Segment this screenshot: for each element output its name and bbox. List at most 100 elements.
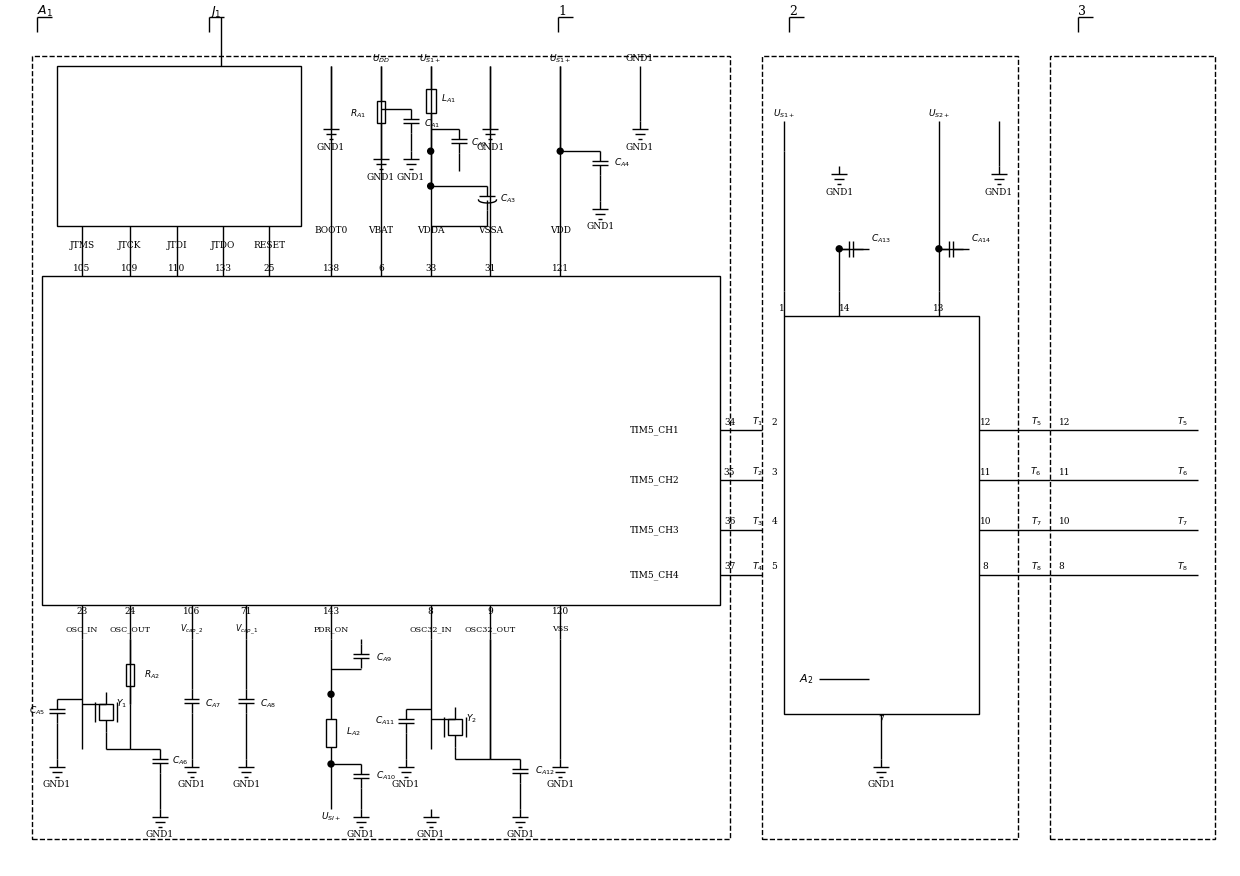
- Text: JTCK: JTCK: [118, 241, 141, 251]
- Text: 138: 138: [322, 265, 340, 273]
- Text: 7: 7: [878, 715, 884, 724]
- Text: $J_1$: $J_1$: [210, 4, 222, 19]
- Bar: [326, 719, 336, 747]
- Text: GND1: GND1: [587, 223, 614, 231]
- Text: $C_{A3}$: $C_{A3}$: [501, 193, 517, 205]
- Text: GND1: GND1: [626, 54, 653, 63]
- Text: GND1: GND1: [506, 830, 534, 839]
- Text: 3: 3: [1079, 5, 1086, 18]
- Text: $T_2$: $T_2$: [751, 466, 763, 478]
- Text: TIM5_CH3: TIM5_CH3: [630, 525, 680, 534]
- Text: $A_1$: $A_1$: [37, 4, 53, 19]
- Text: GND1: GND1: [232, 781, 260, 789]
- Text: 8: 8: [1059, 562, 1064, 571]
- Bar: [42, 276, 719, 604]
- Text: GND1: GND1: [392, 781, 420, 789]
- Text: 2: 2: [771, 418, 777, 427]
- Text: $U_{SI+}$: $U_{SI+}$: [321, 810, 341, 823]
- Text: $R_{A2}$: $R_{A2}$: [144, 668, 160, 681]
- Text: VSS: VSS: [552, 625, 568, 633]
- Text: 35: 35: [724, 468, 735, 477]
- Text: GND1: GND1: [417, 830, 445, 839]
- Text: 1: 1: [558, 5, 567, 18]
- Text: 121: 121: [552, 265, 569, 273]
- Text: $Y_1$: $Y_1$: [115, 698, 126, 710]
- Bar: [99, 704, 113, 720]
- Text: GND1: GND1: [476, 143, 505, 152]
- Text: 37: 37: [724, 562, 735, 571]
- Text: $R_{A1}$: $R_{A1}$: [350, 107, 366, 119]
- Text: JTDI: JTDI: [166, 241, 187, 251]
- Text: OSC32_IN: OSC32_IN: [409, 625, 453, 633]
- Text: $L_{A2}$: $L_{A2}$: [346, 726, 361, 738]
- Bar: [32, 56, 729, 838]
- Text: 10: 10: [1059, 518, 1070, 526]
- Text: 24: 24: [124, 607, 135, 616]
- Text: GND1: GND1: [626, 143, 653, 152]
- Circle shape: [557, 148, 563, 154]
- Text: 23: 23: [77, 607, 88, 616]
- Text: GND1: GND1: [177, 781, 206, 789]
- Text: $T_7$: $T_7$: [1177, 516, 1188, 528]
- Text: 6: 6: [378, 265, 383, 273]
- Text: 120: 120: [552, 607, 569, 616]
- Bar: [125, 664, 134, 686]
- Text: $L_{A1}$: $L_{A1}$: [440, 92, 455, 104]
- Text: 2: 2: [790, 5, 797, 18]
- Bar: [57, 67, 301, 226]
- Text: $C_{A2}$: $C_{A2}$: [470, 137, 486, 150]
- Circle shape: [428, 183, 434, 189]
- Text: 33: 33: [425, 265, 436, 273]
- Text: $T_4$: $T_4$: [751, 561, 763, 573]
- Text: GND1: GND1: [43, 781, 71, 789]
- Text: $T_7$: $T_7$: [1030, 516, 1042, 528]
- Text: $C_{A7}$: $C_{A7}$: [206, 698, 222, 710]
- Text: $T_8$: $T_8$: [1030, 561, 1042, 573]
- Text: $T_3$: $T_3$: [751, 516, 763, 528]
- Text: OSC32_OUT: OSC32_OUT: [465, 625, 516, 633]
- Bar: [1050, 56, 1215, 838]
- Bar: [425, 89, 435, 113]
- Text: GND1: GND1: [867, 781, 895, 789]
- Text: BOOT0: BOOT0: [315, 226, 347, 236]
- Text: $C_{A13}$: $C_{A13}$: [872, 233, 892, 245]
- Text: $T_8$: $T_8$: [1177, 561, 1188, 573]
- Text: $T_5$: $T_5$: [1030, 416, 1042, 428]
- Text: 12: 12: [1059, 418, 1070, 427]
- Text: $T_6$: $T_6$: [1177, 466, 1188, 478]
- Text: 13: 13: [934, 304, 945, 313]
- Text: $C_{A10}$: $C_{A10}$: [376, 770, 396, 782]
- Text: 8: 8: [428, 607, 434, 616]
- Text: 9: 9: [487, 607, 494, 616]
- Text: GND1: GND1: [825, 187, 853, 196]
- Text: 4: 4: [771, 518, 777, 526]
- Text: 133: 133: [215, 265, 232, 273]
- Text: GND1: GND1: [367, 173, 394, 181]
- Text: TIM5_CH4: TIM5_CH4: [630, 569, 680, 580]
- Text: JTMS: JTMS: [69, 241, 94, 251]
- Circle shape: [428, 148, 434, 154]
- Text: $C_{A11}$: $C_{A11}$: [374, 715, 394, 727]
- Text: $T_6$: $T_6$: [1030, 466, 1042, 478]
- Bar: [377, 102, 384, 124]
- Text: 3: 3: [771, 468, 777, 477]
- Text: GND1: GND1: [546, 781, 574, 789]
- Text: 11: 11: [980, 468, 992, 477]
- Text: $V_{cap\_2}$: $V_{cap\_2}$: [180, 622, 203, 637]
- Text: $C_{A6}$: $C_{A6}$: [171, 755, 188, 767]
- Bar: [785, 315, 978, 714]
- Text: 8: 8: [983, 562, 988, 571]
- Text: 5: 5: [771, 562, 777, 571]
- Text: $Y_2$: $Y_2$: [465, 713, 476, 725]
- Text: PDR_ON: PDR_ON: [314, 625, 348, 633]
- Text: 105: 105: [73, 265, 91, 273]
- Text: 143: 143: [322, 607, 340, 616]
- Text: 36: 36: [724, 518, 735, 526]
- Bar: [448, 719, 461, 735]
- Text: OSC_IN: OSC_IN: [66, 625, 98, 633]
- Text: OSC_OUT: OSC_OUT: [109, 625, 150, 633]
- Text: VDD: VDD: [549, 226, 570, 236]
- Text: VSSA: VSSA: [477, 226, 503, 236]
- Text: $C_{A4}$: $C_{A4}$: [614, 157, 630, 169]
- Text: 11: 11: [1059, 468, 1070, 477]
